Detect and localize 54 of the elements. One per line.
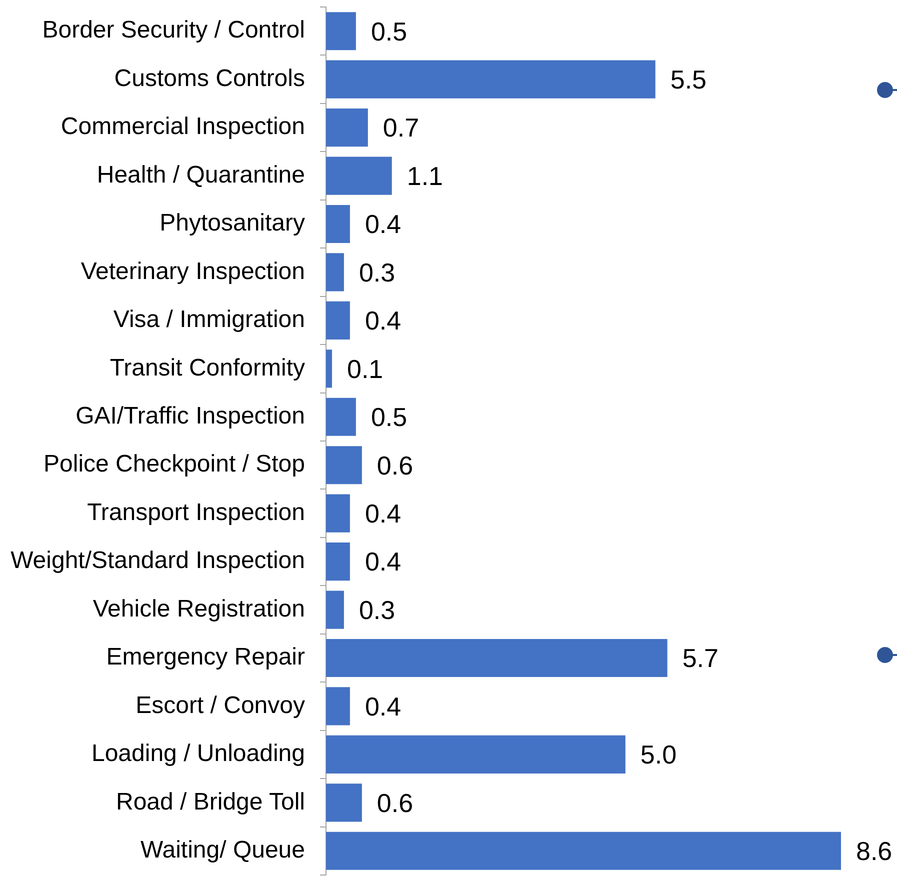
data-label: 0.4 xyxy=(364,498,402,529)
y-tick-label: Vehicle Registration xyxy=(92,595,305,622)
bar xyxy=(326,156,392,195)
data-label: 1.1 xyxy=(406,160,444,191)
y-tick-label: Road / Bridge Toll xyxy=(116,788,305,816)
bar xyxy=(326,494,350,532)
data-label: 0.4 xyxy=(364,546,402,577)
y-tick-label: Loading / Unloading xyxy=(91,740,305,768)
data-label: 0.1 xyxy=(346,354,384,384)
data-label: 5.0 xyxy=(640,740,677,770)
data-label: 0.4 xyxy=(364,306,402,336)
data-label: 0.3 xyxy=(358,594,396,625)
y-tick-label: Waiting/ Queue xyxy=(140,836,305,864)
y-tick-label: Escort / Convoy xyxy=(136,692,305,719)
bar xyxy=(326,301,350,340)
y-tick-label: Visa / Immigration xyxy=(113,306,305,334)
bar xyxy=(326,350,332,388)
y-tick-label: Health / Quarantine xyxy=(96,161,305,188)
bar xyxy=(326,687,350,726)
y-tick-label: Emergency Repair xyxy=(106,644,306,671)
bar xyxy=(326,60,656,98)
bar xyxy=(326,784,362,822)
data-label: 0.6 xyxy=(376,450,414,480)
y-tick-label: Veterinary Inspection xyxy=(80,258,305,285)
bar xyxy=(326,446,362,484)
data-label: 0.5 xyxy=(370,402,408,432)
data-label: 0.4 xyxy=(364,691,402,722)
y-tick-label: Customs Controls xyxy=(114,64,305,92)
data-label: 0.7 xyxy=(382,112,420,143)
data-label: 5.7 xyxy=(682,643,718,674)
y-tick-label: GAI/Traffic Inspection xyxy=(76,402,305,430)
bar xyxy=(326,108,368,147)
bar xyxy=(326,12,356,50)
bar xyxy=(326,735,626,774)
bar xyxy=(326,398,356,436)
y-tick-label: Transit Conformity xyxy=(110,354,305,382)
data-label: 0.5 xyxy=(370,16,408,46)
bar xyxy=(326,542,350,581)
y-tick-label: Transport Inspection xyxy=(87,498,305,526)
bar xyxy=(326,253,344,292)
y-tick-label: Weight/Standard Inspection xyxy=(10,547,305,574)
y-tick-label: Border Security / Control xyxy=(42,16,305,44)
bar xyxy=(326,832,841,870)
y-tick-label: Commercial Inspection xyxy=(60,113,305,140)
y-tick-label: Police Checkpoint / Stop xyxy=(44,450,305,478)
data-label: 0.6 xyxy=(376,788,414,818)
y-tick-label: Phytosanitary xyxy=(160,210,305,237)
bar xyxy=(326,590,344,629)
data-label: 0.4 xyxy=(364,209,402,240)
data-label: 8.6 xyxy=(856,836,892,866)
data-label: 0.3 xyxy=(358,257,396,288)
data-label: 5.5 xyxy=(670,64,707,95)
bar xyxy=(326,204,350,244)
bar xyxy=(326,638,668,678)
